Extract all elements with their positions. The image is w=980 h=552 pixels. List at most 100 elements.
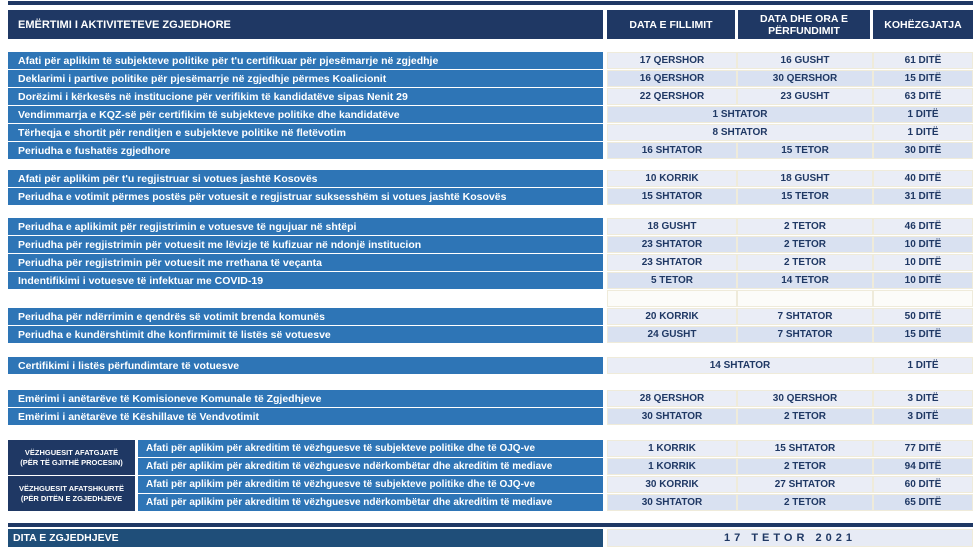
end-date-cell: 14 TETOR — [737, 272, 873, 289]
empty-date-cell — [607, 290, 737, 307]
duration-cell: 15 DITË — [873, 326, 973, 343]
table-row: Periudha e kundërshtimit dhe konfirmimit… — [8, 326, 980, 343]
empty-date-cell — [737, 290, 873, 307]
end-date-cell: 2 TETOR — [737, 218, 873, 235]
observer-labels-column: VËZHGUESIT AFATGJATË (PËR TË GJITHË PROC… — [8, 440, 135, 512]
start-date-cell: 18 GUSHT — [607, 218, 737, 235]
table-row: Afati për aplikim të subjekteve politike… — [8, 52, 980, 69]
activity-cell: Afati për aplikim për akreditim të vëzhg… — [138, 494, 603, 511]
duration-cell: 30 DITË — [873, 142, 973, 159]
start-date-cell: 28 QERSHOR — [607, 390, 737, 407]
duration-cell: 10 DITË — [873, 272, 973, 289]
empty-activity-cell — [8, 290, 603, 307]
start-date-cell: 22 QERSHOR — [607, 88, 737, 105]
election-day-label: DITA E ZGJEDHJEVE — [8, 529, 603, 547]
top-divider-bar — [8, 1, 973, 5]
duration-cell: 61 DITË — [873, 52, 973, 69]
duration-cell: 15 DITË — [873, 70, 973, 87]
activity-cell: Indentifikimi i votuesve të infektuar me… — [8, 272, 603, 289]
start-date-cell: 16 QERSHOR — [607, 70, 737, 87]
end-date-cell: 7 SHTATOR — [737, 326, 873, 343]
activity-cell: Afati për aplikim për t'u regjistruar si… — [8, 170, 603, 187]
merged-date-cell: 14 SHTATOR — [607, 357, 873, 374]
duration-cell: 40 DITË — [873, 170, 973, 187]
duration-cell: 1 DITË — [873, 124, 973, 141]
end-date-cell: 2 TETOR — [737, 408, 873, 425]
column-header-start-date: DATA E FILLIMIT — [607, 10, 735, 39]
duration-cell: 3 DITË — [873, 408, 973, 425]
end-date-cell: 16 GUSHT — [737, 52, 873, 69]
election-day-row: DITA E ZGJEDHJEVE 17 TETOR 2021 — [8, 529, 980, 547]
duration-cell: 65 DITË — [873, 494, 973, 511]
duration-cell: 10 DITË — [873, 254, 973, 271]
observer-group-label-long-term: VËZHGUESIT AFATGJATË (PËR TË GJITHË PROC… — [8, 440, 135, 475]
activity-cell: Afati për aplikim për akreditim të vëzhg… — [138, 440, 603, 457]
activity-cell: Periudha e aplikimit për regjistrimin e … — [8, 218, 603, 235]
section-certification: Afati për aplikim të subjekteve politike… — [0, 52, 980, 159]
empty-date-cell — [873, 290, 973, 307]
table-row: Emërimi i anëtarëve të Këshillave të Ven… — [8, 408, 980, 425]
start-date-cell: 15 SHTATOR — [607, 188, 737, 205]
table-row: Afati për aplikim për akreditim të vëzhg… — [138, 440, 973, 457]
end-date-cell: 30 QERSHOR — [737, 390, 873, 407]
table-row: Emërimi i anëtarëve të Komisioneve Komun… — [8, 390, 980, 407]
merged-date-cell: 8 SHTATOR — [607, 124, 873, 141]
duration-cell: 63 DITË — [873, 88, 973, 105]
duration-cell: 50 DITË — [873, 308, 973, 325]
table-row: Periudha e fushatës zgjedhore 16 SHTATOR… — [8, 142, 980, 159]
election-day-value: 17 TETOR 2021 — [607, 529, 973, 547]
merged-date-cell: 1 SHTATOR — [607, 106, 873, 123]
table-row: Deklarimi i partive politike për pjesëma… — [8, 70, 980, 87]
observer-group-label-line: (PËR TË GJITHË PROCESIN) — [20, 457, 123, 467]
end-date-cell: 2 TETOR — [737, 458, 873, 475]
start-date-cell: 20 KORRIK — [607, 308, 737, 325]
end-date-cell: 15 SHTATOR — [737, 440, 873, 457]
end-date-cell: 2 TETOR — [737, 236, 873, 253]
duration-cell: 31 DITË — [873, 188, 973, 205]
activity-cell: Periudha e kundërshtimit dhe konfirmimit… — [8, 326, 603, 343]
start-date-cell: 1 KORRIK — [607, 458, 737, 475]
table-row: Afati për aplikim për akreditim të vëzhg… — [138, 476, 973, 493]
section-final-list: Certifikimi i listës përfundimtare të vo… — [0, 357, 980, 374]
section-commissions: Emërimi i anëtarëve të Komisioneve Komun… — [0, 390, 980, 425]
start-date-cell: 30 SHTATOR — [607, 494, 737, 511]
table-header-row: EMËRTIMI I AKTIVITETEVE ZGJEDHORE DATA E… — [8, 10, 980, 39]
bottom-divider-bar — [8, 523, 973, 527]
duration-cell: 60 DITË — [873, 476, 973, 493]
start-date-cell: 10 KORRIK — [607, 170, 737, 187]
duration-cell: 77 DITË — [873, 440, 973, 457]
start-date-cell: 30 SHTATOR — [607, 408, 737, 425]
end-date-cell: 27 SHTATOR — [737, 476, 873, 493]
observer-group-label-line: VËZHGUESIT AFATSHKURTË — [18, 484, 124, 493]
activity-cell: Deklarimi i partive politike për pjesëma… — [8, 70, 603, 87]
observer-group-label-short-term: VËZHGUESIT AFATSHKURTË (PËR DITËN E ZGJE… — [8, 476, 135, 511]
end-date-cell: 15 TETOR — [737, 188, 873, 205]
activity-cell: Periudha për ndërrimin e qendrës së voti… — [8, 308, 603, 325]
activity-cell: Afati për aplikim për akreditim të vëzhg… — [138, 458, 603, 475]
observers-section: VËZHGUESIT AFATGJATË (PËR TË GJITHË PROC… — [8, 440, 980, 512]
start-date-cell: 16 SHTATOR — [607, 142, 737, 159]
observer-rows: Afati për aplikim për akreditim të vëzhg… — [138, 440, 973, 512]
activity-cell: Certifikimi i listës përfundimtare të vo… — [8, 357, 603, 374]
activity-cell: Tërheqja e shortit për renditjen e subje… — [8, 124, 603, 141]
activity-cell: Emërimi i anëtarëve të Këshillave të Ven… — [8, 408, 603, 425]
end-date-cell: 2 TETOR — [737, 494, 873, 511]
table-row: Certifikimi i listës përfundimtare të vo… — [8, 357, 980, 374]
table-row: Dorëzimi i kërkesës në institucione për … — [8, 88, 980, 105]
column-header-activities: EMËRTIMI I AKTIVITETEVE ZGJEDHORE — [8, 10, 603, 39]
table-row: Tërheqja e shortit për renditjen e subje… — [8, 124, 980, 141]
observer-group-label-line: (PËR DITËN E ZGJEDHJEVE — [20, 493, 123, 503]
duration-cell: 1 DITË — [873, 106, 973, 123]
end-date-cell: 30 QERSHOR — [737, 70, 873, 87]
duration-cell: 10 DITË — [873, 236, 973, 253]
start-date-cell: 23 SHTATOR — [607, 236, 737, 253]
table-row: Periudha për regjistrimin për votuesit m… — [8, 236, 980, 253]
duration-cell: 46 DITË — [873, 218, 973, 235]
activity-cell: Afati për aplikim të subjekteve politike… — [8, 52, 603, 69]
table-row: Afati për aplikim për t'u regjistruar si… — [8, 170, 980, 187]
section-special-registration: Periudha e aplikimit për regjistrimin e … — [0, 218, 980, 343]
activity-cell: Emërimi i anëtarëve të Komisioneve Komun… — [8, 390, 603, 407]
table-row: Periudha për ndërrimin e qendrës së voti… — [8, 308, 980, 325]
table-row: Periudha për regjistrimin për votuesit m… — [8, 254, 980, 271]
